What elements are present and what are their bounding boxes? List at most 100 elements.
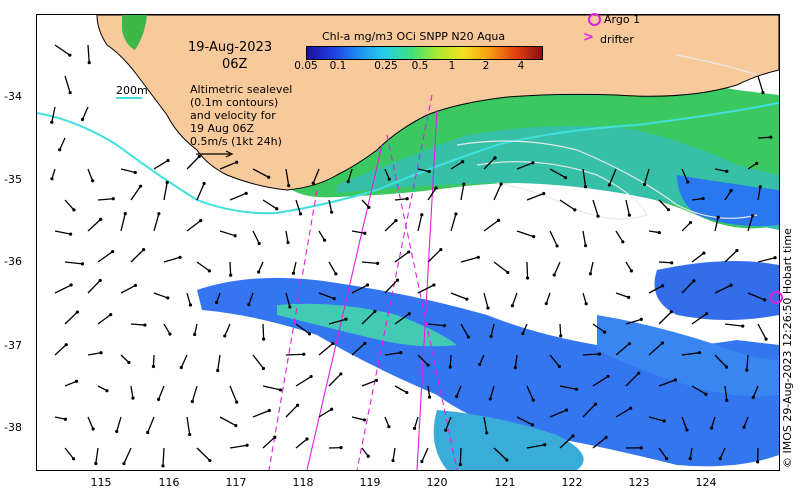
velocity-arrow-head bbox=[373, 309, 377, 314]
velocity-arrow-head bbox=[87, 61, 91, 65]
velocity-arrow-head bbox=[571, 434, 575, 438]
velocity-arrow bbox=[592, 375, 609, 387]
drifter-track-3 bbox=[386, 134, 458, 470]
velocity-arrow-head bbox=[758, 185, 762, 189]
argo-float-marker[interactable] bbox=[770, 291, 783, 304]
velocity-arrow bbox=[384, 220, 397, 232]
velocity-arrow bbox=[87, 352, 102, 356]
velocity-arrow bbox=[180, 354, 188, 368]
velocity-arrow-head bbox=[521, 331, 525, 336]
velocity-arrow-head bbox=[729, 283, 733, 287]
velocity-arrow bbox=[516, 162, 534, 170]
velocity-arrow bbox=[51, 106, 56, 123]
velocity-arrow bbox=[186, 292, 192, 306]
velocity-arrow-head bbox=[573, 208, 577, 212]
velocity-arrow-head bbox=[202, 181, 206, 186]
velocity-arrow-head bbox=[420, 459, 424, 464]
velocity-arrow bbox=[215, 292, 221, 303]
velocity-arrow bbox=[625, 318, 642, 325]
velocity-arrow bbox=[526, 444, 545, 449]
sealevel-contour-1 bbox=[456, 140, 758, 219]
chl-patch-south-east bbox=[654, 261, 779, 320]
velocity-arrow-head bbox=[127, 360, 131, 365]
velocity-arrow bbox=[615, 230, 624, 243]
info-line-3: and velocity for bbox=[190, 109, 276, 122]
lon-tick-121: 121 bbox=[494, 476, 516, 489]
velocity-arrow bbox=[511, 292, 518, 306]
velocity-arrow-head bbox=[661, 284, 665, 288]
velocity-arrow-head bbox=[454, 212, 458, 216]
contour-200m-label: 200m bbox=[116, 84, 148, 97]
velocity-arrow-head bbox=[334, 272, 338, 276]
velocity-arrow bbox=[724, 190, 732, 201]
velocity-arrow-head bbox=[627, 213, 631, 217]
velocity-arrow bbox=[116, 416, 122, 432]
velocity-arrow-head bbox=[486, 306, 490, 310]
velocity-arrow bbox=[262, 436, 276, 449]
velocity-arrow bbox=[549, 230, 558, 247]
velocity-arrow bbox=[120, 284, 136, 294]
velocity-arrow-head bbox=[448, 365, 452, 369]
velocity-arrow-head bbox=[709, 426, 714, 430]
velocity-arrow bbox=[490, 323, 495, 337]
velocity-arrow-head bbox=[530, 423, 535, 427]
velocity-arrow bbox=[295, 199, 302, 215]
info-line-5: 0.5m/s (1kt 24h) bbox=[190, 135, 282, 148]
velocity-arrow bbox=[384, 416, 390, 427]
chlorophyll-patches bbox=[197, 261, 779, 470]
velocity-arrow bbox=[54, 230, 71, 235]
velocity-arrow-head bbox=[604, 435, 608, 440]
velocity-arrow-head bbox=[111, 197, 115, 201]
velocity-arrow bbox=[724, 250, 738, 263]
velocity-arrow bbox=[285, 230, 289, 243]
velocity-arrow bbox=[285, 168, 290, 186]
velocity-arrow-head bbox=[583, 244, 588, 248]
velocity-arrow-head bbox=[513, 366, 517, 370]
velocity-arrow bbox=[153, 159, 169, 170]
velocity-arrow-head bbox=[68, 232, 73, 236]
velocity-arrow bbox=[194, 323, 198, 335]
velocity-arrow bbox=[361, 379, 377, 387]
velocity-arrow bbox=[460, 323, 469, 338]
velocity-arrow-head bbox=[627, 295, 631, 299]
velocity-arrow bbox=[351, 284, 368, 294]
lon-tick-123: 123 bbox=[628, 476, 650, 489]
colorbar-tick-1: 0.05 bbox=[294, 60, 318, 72]
velocity-arrow-head bbox=[399, 350, 403, 355]
velocity-arrow bbox=[219, 416, 237, 427]
velocity-arrow bbox=[714, 217, 719, 232]
velocity-arrow bbox=[97, 198, 114, 201]
velocity-arrow-head bbox=[639, 446, 643, 450]
velocity-arrow bbox=[229, 261, 232, 276]
velocity-arrow-head bbox=[745, 368, 749, 372]
velocity-arrow-head bbox=[207, 269, 211, 273]
velocity-arrow bbox=[394, 313, 410, 325]
velocity-arrow bbox=[691, 313, 708, 325]
velocity-arrow-head bbox=[168, 332, 172, 336]
lon-tick-117: 117 bbox=[225, 476, 247, 489]
lat-tick-35: -35 bbox=[4, 173, 22, 186]
velocity-arrow bbox=[186, 220, 202, 232]
velocity-arrow bbox=[460, 183, 465, 201]
velocity-arrow-head bbox=[98, 278, 102, 283]
velocity-arrow bbox=[592, 437, 607, 449]
sealevel-contour-2 bbox=[476, 161, 648, 220]
velocity-arrow-head bbox=[229, 273, 233, 277]
velocity-arrow bbox=[582, 230, 587, 246]
velocity-arrow bbox=[413, 416, 419, 429]
velocity-arrow bbox=[479, 354, 485, 365]
velocity-arrow bbox=[427, 385, 431, 398]
velocity-arrow bbox=[582, 353, 600, 356]
velocity-arrow-head bbox=[235, 160, 239, 164]
velocity-arrow-head bbox=[751, 214, 755, 218]
velocity-arrow-head bbox=[257, 270, 261, 274]
velocity-arrow-head bbox=[235, 400, 239, 404]
velocity-arrow bbox=[361, 310, 376, 325]
velocity-arrow-head bbox=[157, 212, 161, 216]
velocity-arrow-head bbox=[376, 261, 380, 265]
colorbar-tick-4: 0.5 bbox=[411, 60, 429, 72]
velocity-arrow bbox=[582, 403, 596, 418]
velocity-arrow-head bbox=[478, 362, 482, 367]
velocity-arrow-head bbox=[662, 419, 666, 423]
velocity-arrow-head bbox=[407, 250, 411, 254]
